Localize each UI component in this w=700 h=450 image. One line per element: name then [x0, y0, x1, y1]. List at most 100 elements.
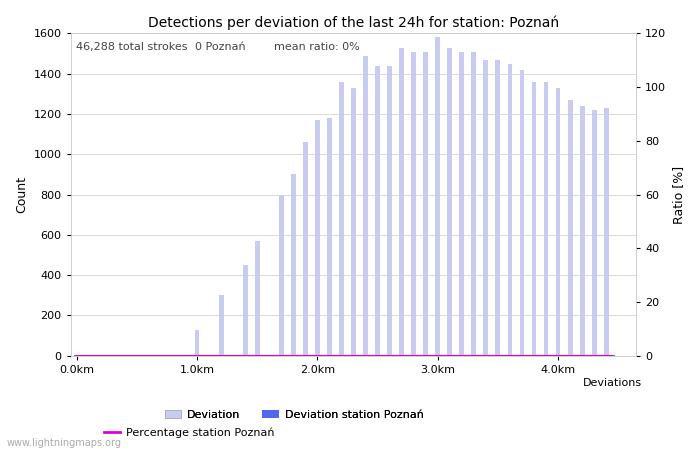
Bar	[183, 355, 188, 356]
Bar	[104, 355, 109, 356]
Bar	[429, 355, 434, 356]
Bar	[122, 355, 127, 356]
Bar	[568, 100, 573, 356]
Bar	[598, 355, 603, 356]
Bar	[218, 355, 223, 356]
Bar	[393, 355, 398, 356]
Bar	[141, 355, 146, 356]
Bar	[279, 355, 284, 356]
Bar	[514, 355, 519, 356]
Bar	[441, 355, 446, 356]
Bar	[526, 355, 531, 356]
Bar	[531, 82, 536, 356]
Bar	[382, 355, 386, 356]
Bar	[86, 355, 91, 356]
Bar	[74, 355, 79, 356]
Bar	[496, 355, 500, 356]
Bar	[267, 355, 272, 356]
Bar	[387, 355, 392, 356]
Bar	[345, 355, 350, 356]
Legend: Deviation, Deviation station Poznań: Deviation, Deviation station Poznań	[160, 405, 428, 424]
Bar	[303, 355, 308, 356]
Bar	[333, 355, 338, 356]
Bar	[484, 60, 489, 356]
Bar	[538, 355, 542, 356]
Bar	[375, 355, 380, 356]
Bar	[550, 355, 554, 356]
Bar	[382, 355, 386, 356]
Bar	[580, 106, 584, 356]
Bar	[218, 295, 223, 356]
Bar	[261, 355, 266, 356]
Bar	[309, 355, 314, 356]
Bar	[393, 355, 398, 356]
Bar	[164, 355, 169, 356]
Bar	[261, 355, 266, 356]
Bar	[146, 355, 151, 356]
Bar	[369, 355, 374, 356]
Bar	[466, 355, 470, 356]
Bar	[213, 355, 218, 356]
Bar	[195, 355, 200, 356]
Bar	[291, 355, 295, 356]
Bar	[225, 355, 230, 356]
Text: 46,288 total strokes: 46,288 total strokes	[76, 41, 188, 51]
Bar	[237, 355, 242, 356]
Bar	[363, 355, 368, 356]
Bar	[441, 355, 446, 356]
Bar	[363, 56, 368, 356]
Bar	[466, 355, 470, 356]
Bar	[243, 265, 248, 356]
Bar	[159, 355, 163, 356]
Bar	[580, 355, 584, 356]
Bar	[164, 355, 169, 356]
Bar	[237, 355, 242, 356]
Bar	[327, 118, 332, 356]
Bar	[471, 52, 476, 356]
Bar	[405, 355, 410, 356]
Bar	[399, 48, 404, 356]
Bar	[321, 355, 326, 356]
Bar	[514, 355, 519, 356]
Bar	[477, 355, 482, 356]
Bar	[531, 355, 536, 356]
Bar	[129, 355, 133, 356]
Bar	[104, 355, 109, 356]
Bar	[92, 355, 97, 356]
Bar	[321, 355, 326, 356]
Bar	[141, 355, 146, 356]
Bar	[255, 241, 260, 356]
Bar	[99, 355, 103, 356]
Bar	[538, 355, 542, 356]
Bar	[171, 355, 176, 356]
Bar	[459, 52, 464, 356]
Bar	[357, 355, 362, 356]
Bar	[248, 355, 253, 356]
Bar	[604, 355, 608, 356]
Bar	[345, 355, 350, 356]
Bar	[369, 355, 374, 356]
Bar	[610, 355, 615, 356]
Bar	[255, 355, 260, 356]
Bar	[424, 52, 428, 356]
Bar	[297, 355, 302, 356]
Bar	[454, 355, 458, 356]
Legend: Percentage station Poznań: Percentage station Poznań	[99, 423, 279, 442]
Bar	[74, 355, 79, 356]
Bar	[309, 355, 314, 356]
Bar	[183, 355, 188, 356]
Bar	[333, 355, 338, 356]
Bar	[519, 70, 524, 356]
Bar	[447, 355, 452, 356]
Bar	[206, 355, 211, 356]
Bar	[80, 355, 85, 356]
Bar	[231, 355, 236, 356]
Bar	[586, 355, 591, 356]
Bar	[375, 66, 380, 356]
Bar	[598, 355, 603, 356]
Bar	[99, 355, 103, 356]
Bar	[586, 355, 591, 356]
Bar	[206, 355, 211, 356]
Bar	[111, 355, 116, 356]
Bar	[171, 355, 176, 356]
